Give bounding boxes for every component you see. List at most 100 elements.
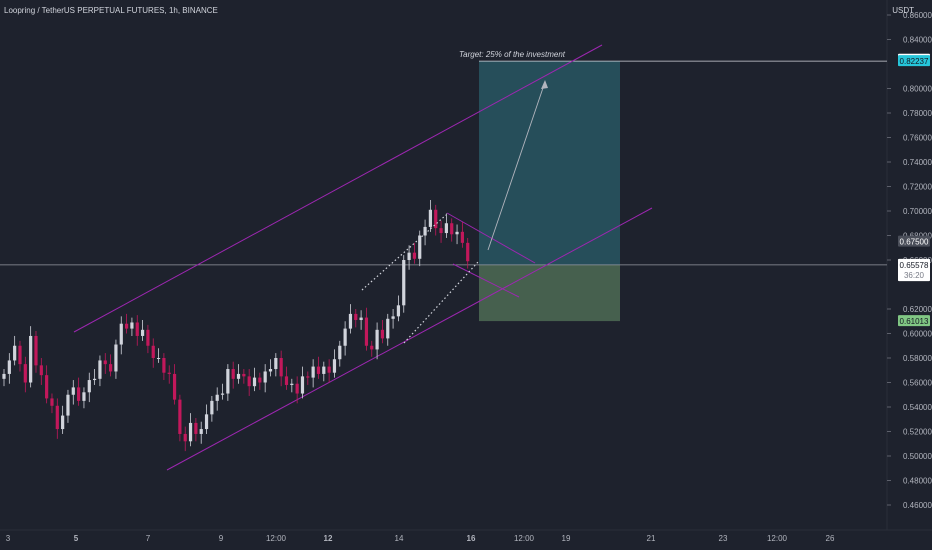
candle-body [316, 366, 321, 374]
pattern-dotted-line [361, 214, 447, 291]
candle-body [98, 360, 102, 379]
candle-body [45, 375, 49, 399]
candle-body [455, 231, 459, 235]
candle-body [61, 415, 65, 430]
candle-body [34, 335, 38, 366]
candle-body [220, 393, 225, 395]
position-zones [0, 60, 887, 322]
candle-body [178, 399, 182, 434]
candle-body [359, 317, 363, 321]
candle-body [66, 394, 70, 416]
candle-body [466, 242, 470, 262]
candle-body [172, 373, 177, 400]
candle-body [450, 223, 454, 235]
x-tick-label: 7 [146, 534, 151, 543]
candle-body [162, 358, 166, 373]
y-tick-label: 0.56000 [903, 379, 932, 388]
candle-body [119, 323, 123, 345]
candle-body [268, 369, 273, 372]
y-tick-label: 0.78000 [903, 109, 932, 118]
candle-body [39, 365, 43, 376]
candle-body [423, 226, 427, 236]
price-tag-value: 0.61013 [900, 317, 929, 326]
candle-body [418, 235, 422, 259]
candle-body [151, 345, 155, 358]
candle-body [322, 366, 326, 374]
candle-body [135, 322, 139, 336]
candle-body [71, 387, 75, 395]
candle-body [146, 329, 150, 346]
x-tick-label: 9 [219, 534, 224, 543]
candle-body [375, 329, 379, 350]
candle-body [402, 260, 406, 306]
flag-lower-line [452, 263, 520, 298]
candle-body [247, 376, 251, 387]
price-tag [898, 259, 930, 282]
candle-body [306, 376, 310, 378]
pattern-dotted-line [403, 261, 479, 344]
candle-body [13, 345, 17, 361]
candle-body [50, 398, 54, 406]
candle-body [434, 209, 438, 229]
candle-body [444, 223, 448, 234]
candle-body [364, 317, 369, 346]
candle-body [343, 328, 347, 346]
price-tags: 0.823490.822370.675000.656000.6557836:20… [898, 53, 930, 327]
y-tick-label: 0.58000 [903, 354, 932, 363]
candle-body [77, 387, 81, 401]
candle-body [386, 318, 390, 339]
candle-body [311, 366, 315, 378]
candle-body [167, 372, 171, 374]
candle-body [226, 369, 230, 394]
x-tick-label: 12:00 [767, 534, 788, 543]
candle-body [140, 329, 145, 336]
candle-body [327, 366, 331, 373]
candle-body [2, 373, 6, 379]
candle-body [332, 359, 337, 373]
candle-body [300, 376, 305, 394]
channel-lower-line [166, 207, 653, 471]
y-tick-label: 0.60000 [903, 330, 932, 339]
candle-body [348, 313, 353, 329]
x-tick-label: 23 [719, 534, 728, 543]
y-tick-label: 0.84000 [903, 36, 932, 45]
price-tag-value: 0.65578 [900, 261, 929, 270]
candle-body [252, 377, 257, 387]
candle-body [7, 360, 11, 374]
candle-body [396, 305, 401, 317]
candle-body [391, 316, 395, 319]
candle-body [23, 364, 27, 383]
y-tick-label: 0.50000 [903, 452, 932, 461]
y-tick-label: 0.80000 [903, 85, 932, 94]
candle-body [354, 313, 358, 321]
candle-body [199, 429, 203, 434]
x-tick-label: 26 [826, 534, 835, 543]
candle-body [194, 422, 198, 434]
candle-body [380, 329, 385, 339]
y-tick-label: 0.74000 [903, 158, 932, 167]
candle-body [460, 231, 464, 243]
x-tick-label: 5 [74, 534, 79, 543]
price-tag-value: 0.82237 [900, 57, 929, 66]
flag-upper-line [446, 212, 536, 264]
candle-body [82, 392, 86, 401]
y-tick-label: 0.76000 [903, 134, 932, 143]
candle-body [428, 209, 432, 227]
candle-body [204, 414, 209, 430]
bar-countdown: 36:20 [904, 271, 925, 280]
candle-body [231, 369, 235, 379]
target-arrow-line [487, 81, 546, 251]
y-tick-label: 0.72000 [903, 183, 932, 192]
x-tick-label: 16 [467, 534, 476, 543]
price-tag [898, 55, 930, 67]
y-tick-label: 0.62000 [903, 305, 932, 314]
x-tick-label: 12:00 [266, 534, 287, 543]
candles [2, 199, 470, 452]
candle-body [284, 376, 289, 385]
candle-body [103, 360, 107, 365]
candle-body [338, 345, 342, 360]
candle-body [109, 364, 113, 372]
candle-body [274, 358, 278, 370]
